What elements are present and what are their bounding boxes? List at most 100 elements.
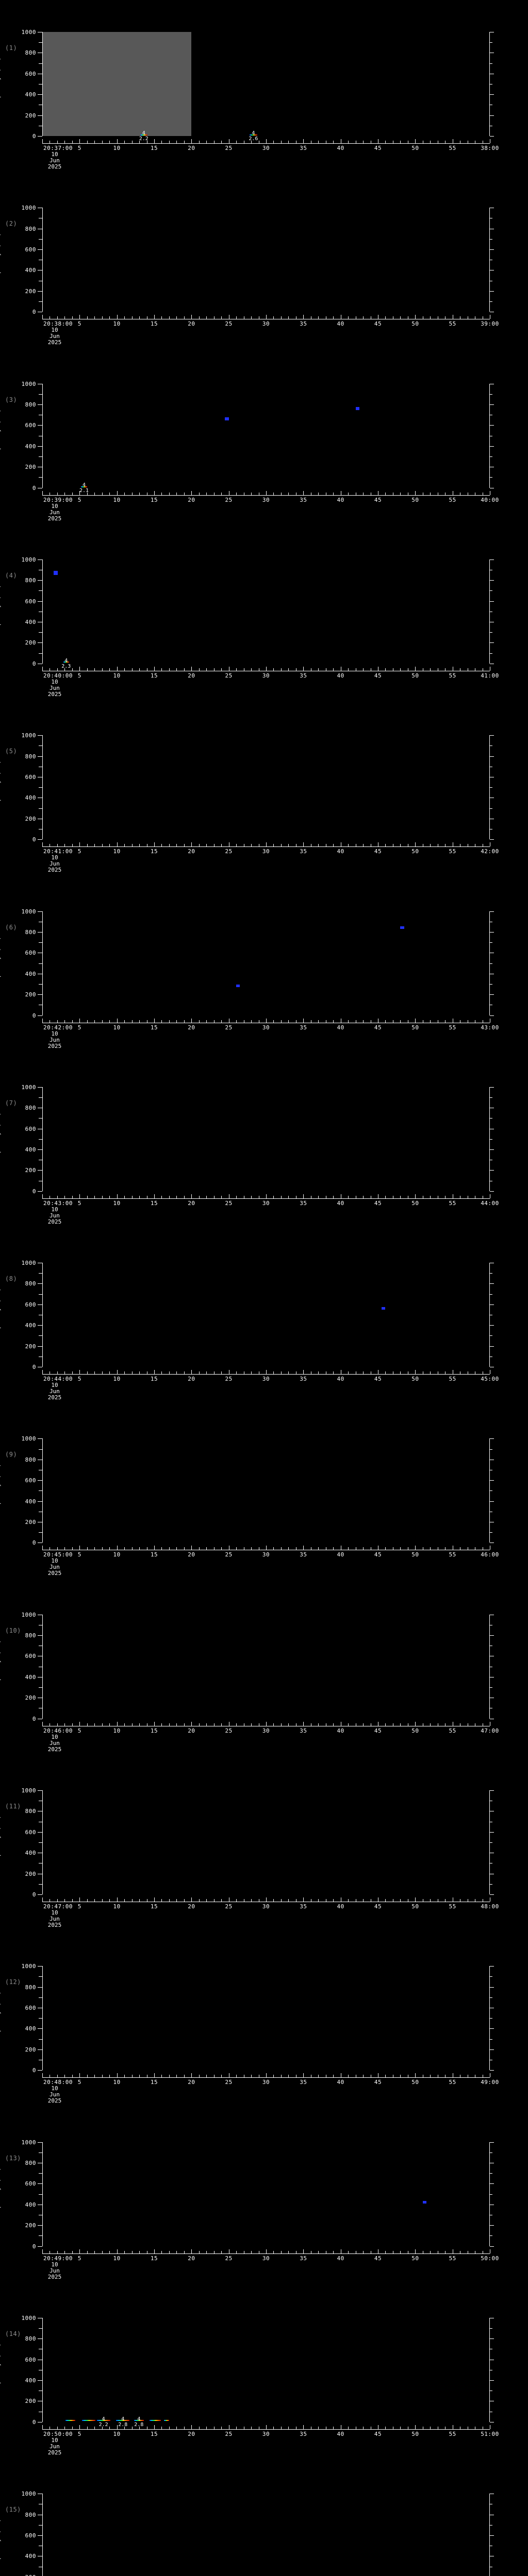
x-tick (221, 1371, 222, 1375)
x-tick (57, 316, 58, 319)
x-tick (109, 1899, 110, 1902)
x-tick (400, 1020, 401, 1023)
x-tick (154, 1546, 155, 1550)
x-tick (79, 1194, 80, 1198)
x-tick (445, 492, 446, 495)
x-tick (445, 1899, 446, 1902)
x-tick (318, 2075, 319, 2078)
y-tick (39, 1842, 42, 1843)
date-line: 2025 (47, 867, 62, 874)
x-tick (169, 2426, 170, 2429)
x-tick (445, 1195, 446, 1198)
x-tick (117, 842, 118, 847)
y-tick-label: 800 (25, 577, 36, 584)
x-axis-end-label: 46:00 (481, 1551, 499, 1558)
event-streak (163, 2420, 169, 2421)
x-tick (117, 1194, 118, 1198)
x-tick (236, 668, 237, 671)
y-axis (38, 1614, 43, 1719)
y-axis (38, 559, 43, 664)
x-tick (169, 141, 170, 143)
x-tick (139, 668, 140, 671)
x-tick-label: 55 (449, 1376, 456, 1383)
x-tick (42, 842, 43, 847)
right-axis (489, 2317, 494, 2422)
y-tick (38, 446, 42, 447)
y-tick-label: 0 (32, 1891, 36, 1898)
x-axis-start-label: 20:41:00 (43, 848, 73, 855)
x-tick (236, 316, 237, 319)
x-tick (94, 2250, 95, 2253)
x-tick-label: 15 (150, 848, 158, 855)
date-line: Jun (50, 157, 60, 164)
event-streak (81, 2420, 95, 2421)
y-axis (38, 2142, 43, 2247)
x-tick (303, 139, 304, 143)
x-tick-label: 30 (262, 320, 270, 328)
y-tick (38, 580, 42, 581)
x-tick (236, 141, 237, 143)
x-tick-label: 20 (188, 848, 195, 855)
right-tick (490, 1687, 492, 1688)
y-tick-label: 600 (25, 422, 36, 429)
x-tick (124, 141, 125, 143)
x-tick (400, 141, 401, 143)
x-tick (94, 1899, 95, 1902)
x-tick-label: 35 (300, 672, 307, 679)
y-tick (38, 1790, 42, 1791)
x-tick (251, 844, 252, 847)
y-tick-label: 600 (25, 2532, 36, 2539)
x-tick (109, 492, 110, 495)
x-tick (117, 2425, 118, 2429)
x-tick (57, 1547, 58, 1550)
x-tick (131, 1371, 133, 1375)
y-tick (38, 94, 42, 95)
y-axis-title: Frequency (Hz) (0, 232, 2, 287)
x-tick-label: 35 (300, 2255, 307, 2262)
event-magnitude-label: 2.2 (139, 136, 148, 142)
x-tick (42, 666, 43, 671)
x-tick (109, 844, 110, 847)
right-tick (490, 735, 494, 736)
x-tick (206, 1371, 207, 1375)
x-tick (400, 2250, 401, 2253)
x-tick (266, 2425, 267, 2429)
right-tick (490, 1149, 494, 1150)
y-tick (38, 994, 42, 995)
x-tick (87, 141, 88, 143)
x-tick (139, 1899, 140, 1902)
date-line: 10 (51, 151, 58, 158)
x-tick (161, 1547, 162, 1550)
x-tick (87, 844, 88, 847)
x-tick-label: 55 (449, 1727, 456, 1734)
y-tick (39, 1687, 42, 1688)
x-tick (280, 1020, 282, 1023)
x-axis-date: 10 Jun 2025 (48, 1206, 62, 1225)
right-tick (490, 1087, 494, 1088)
y-axis (38, 911, 43, 1016)
x-tick (236, 1723, 237, 1726)
x-tick (415, 1370, 416, 1375)
x-tick (184, 2250, 185, 2253)
x-axis (42, 1370, 490, 1375)
x-tick (445, 1371, 446, 1375)
x-tick (184, 1195, 185, 1198)
x-tick (363, 1371, 364, 1375)
right-tick (490, 745, 492, 747)
x-tick (169, 668, 170, 671)
x-tick (72, 844, 73, 847)
x-tick-label: 25 (225, 2255, 233, 2262)
x-tick (109, 316, 110, 319)
x-tick (94, 1371, 95, 1375)
y-tick-label: 1000 (21, 908, 36, 915)
y-tick-label: 400 (25, 619, 36, 626)
x-tick-label: 15 (150, 1024, 158, 1031)
y-axis-title: Frequency (Hz) (0, 1463, 2, 1518)
y-tick (38, 1987, 42, 1988)
x-tick (415, 842, 416, 847)
y-tick-label: 800 (25, 753, 36, 760)
y-tick-label: 200 (25, 1343, 36, 1350)
x-tick (154, 842, 155, 847)
x-tick (161, 492, 162, 495)
y-tick-label: 1000 (21, 205, 36, 212)
